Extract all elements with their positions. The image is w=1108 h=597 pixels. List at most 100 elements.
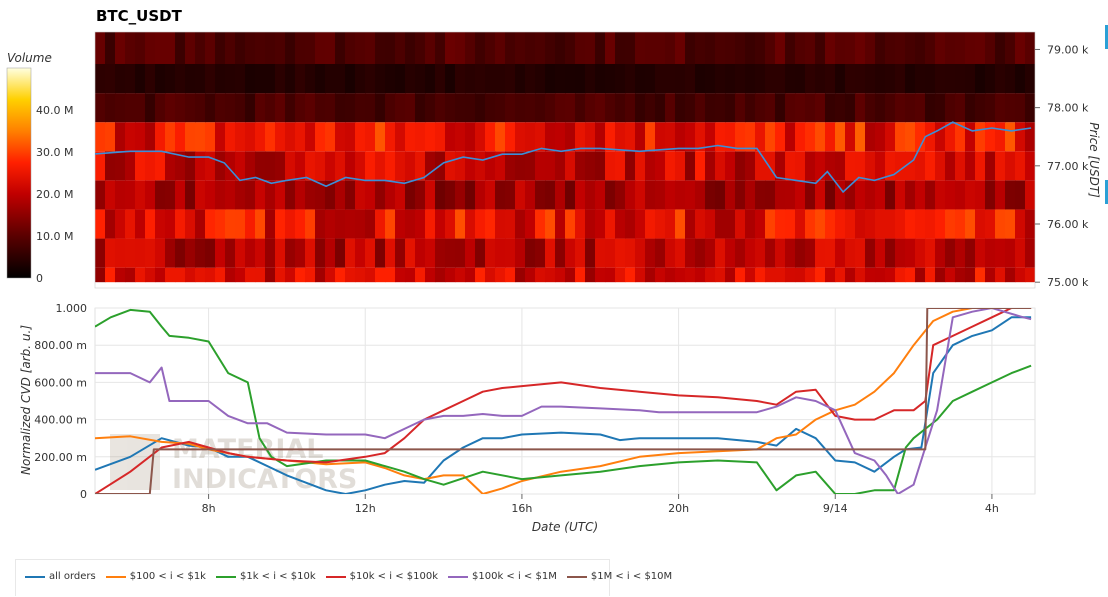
legend-item[interactable]: $10k < i < $100k — [325, 571, 438, 582]
heatmap-cell — [535, 238, 546, 268]
heatmap-cell — [695, 209, 706, 239]
heatmap-cell — [855, 180, 866, 210]
heatmap-cell — [925, 209, 936, 239]
heatmap-cell — [665, 122, 676, 152]
legend-item[interactable]: all orders — [25, 571, 96, 582]
heatmap-cell — [95, 267, 106, 283]
heatmap-cell — [245, 64, 256, 94]
heatmap-cell — [845, 93, 856, 123]
legend-swatch — [448, 575, 468, 578]
legend-label: $100k < i < $1M — [472, 571, 557, 582]
heatmap-cell — [345, 267, 356, 283]
heatmap-cell — [615, 93, 626, 123]
colorbar-label: Volume — [7, 51, 52, 65]
legend-item[interactable]: $1M < i < $10M — [566, 571, 672, 582]
heatmap-cell — [375, 180, 386, 210]
colorbar — [6, 67, 32, 279]
heatmap-cell — [285, 122, 296, 152]
price-line — [95, 121, 1032, 194]
heatmap-cell — [955, 267, 966, 283]
heatmap-cell — [865, 32, 876, 64]
heatmap-cell — [835, 238, 846, 268]
heatmap-cell — [435, 238, 446, 268]
heatmap-cell — [565, 64, 576, 94]
heatmap-cell — [245, 93, 256, 123]
heatmap-cell — [455, 32, 466, 64]
heatmap-cell — [775, 32, 786, 64]
panel-toggle-top[interactable] — [1105, 25, 1108, 49]
heatmap-cell — [575, 32, 586, 64]
heatmap-cell — [575, 209, 586, 239]
heatmap-cell — [265, 122, 276, 152]
heatmap-cell — [685, 151, 696, 181]
heatmap-cell — [255, 267, 266, 283]
heatmap-cell — [115, 180, 126, 210]
heatmap-cell — [285, 93, 296, 123]
heatmap-cell — [675, 122, 686, 152]
heatmap-cell — [95, 180, 106, 210]
heatmap-cell — [765, 209, 776, 239]
heatmap-cell — [245, 32, 256, 64]
heatmap-cell — [875, 209, 886, 239]
heatmap-cell — [395, 122, 406, 152]
heatmap-cell — [915, 151, 926, 181]
heatmap-cell — [545, 267, 556, 283]
heatmap-cell — [495, 93, 506, 123]
heatmap-cell — [145, 32, 156, 64]
heatmap-cell — [995, 122, 1006, 152]
heatmap-cell — [775, 180, 786, 210]
heatmap-cell — [485, 180, 496, 210]
heatmap-cell — [725, 32, 736, 64]
heatmap-cell — [835, 151, 846, 181]
heatmap-cell — [765, 32, 776, 64]
heatmap-cell — [795, 267, 806, 283]
heatmap-cell — [135, 151, 146, 181]
heatmap-cell — [595, 209, 606, 239]
panel-toggle-bottom[interactable] — [1105, 180, 1108, 204]
legend-label: $10k < i < $100k — [349, 571, 438, 582]
heatmap-cell — [325, 180, 336, 210]
heatmap-cell — [165, 180, 176, 210]
legend-swatch — [25, 575, 45, 578]
legend-label: $100 < i < $1k — [129, 571, 206, 582]
heatmap-cell — [1015, 32, 1026, 64]
legend-item[interactable]: $100k < i < $1M — [448, 571, 557, 582]
heatmap-cell — [605, 180, 616, 210]
heatmap-cell — [755, 93, 766, 123]
heatmap-cell — [455, 151, 466, 181]
heatmap-cell — [415, 238, 426, 268]
heatmap-cell — [575, 238, 586, 268]
heatmap-cell — [675, 180, 686, 210]
legend-item[interactable]: $1k < i < $10k — [215, 571, 316, 582]
heatmap-cell — [165, 64, 176, 94]
heatmap-cell — [415, 64, 426, 94]
heatmap-cell — [685, 122, 696, 152]
heatmap-cell — [1015, 209, 1026, 239]
heatmap-cell — [205, 32, 216, 64]
heatmap-cell — [645, 238, 656, 268]
heatmap-cell — [295, 122, 306, 152]
heatmap-cell — [445, 180, 456, 210]
heatmap-cell — [645, 64, 656, 94]
heatmap-cell — [435, 209, 446, 239]
heatmap-cell — [755, 180, 766, 210]
legend-item[interactable]: $100 < i < $1k — [105, 571, 206, 582]
heatmap-cell — [685, 64, 696, 94]
heatmap-cell — [815, 32, 826, 64]
heatmap-cell — [455, 238, 466, 268]
heatmap-cell — [475, 93, 486, 123]
heatmap-cell — [445, 93, 456, 123]
heatmap-cell — [145, 209, 156, 239]
colorbar-ticks: 0 10.0 M 20.0 M 30.0 M 40.0 M — [36, 104, 73, 285]
series-line — [95, 308, 1032, 494]
heatmap-cell — [225, 64, 236, 94]
heatmap-cell — [285, 64, 296, 94]
heatmap-cell — [945, 151, 956, 181]
heatmap-cell — [965, 122, 976, 152]
heatmap-cell — [185, 64, 196, 94]
heatmap-cell — [905, 64, 916, 94]
heatmap-cell — [785, 238, 796, 268]
heatmap-cell — [835, 180, 846, 210]
heatmap-cell — [745, 267, 756, 283]
heatmap-cell — [785, 209, 796, 239]
